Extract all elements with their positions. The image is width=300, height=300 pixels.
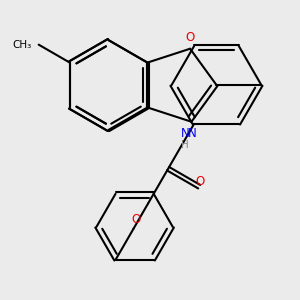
Text: H: H — [181, 140, 189, 150]
Text: O: O — [131, 213, 140, 226]
Text: N: N — [181, 127, 189, 140]
Text: O: O — [185, 31, 195, 44]
Text: N: N — [188, 128, 197, 140]
Text: CH₃: CH₃ — [13, 40, 32, 50]
Text: O: O — [196, 175, 205, 188]
